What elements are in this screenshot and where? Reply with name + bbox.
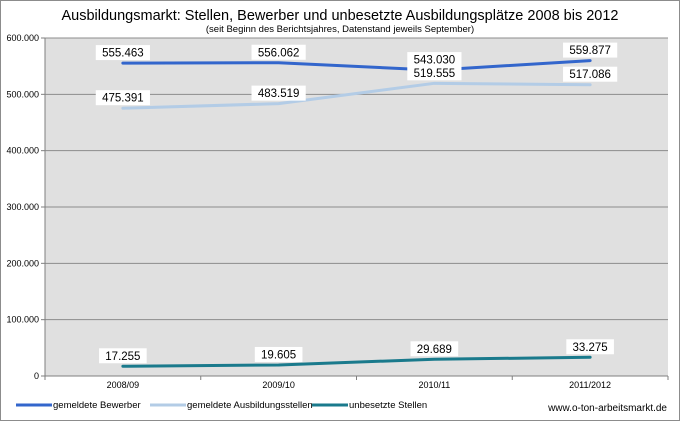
y-tick-label: 0 <box>34 371 39 381</box>
data-label: 559.877 <box>563 42 618 58</box>
data-label: 483.519 <box>251 85 306 101</box>
x-tick-label: 2009/10 <box>262 380 295 390</box>
data-label-text: 517.086 <box>569 69 611 81</box>
x-tick-label: 2010/11 <box>418 380 450 390</box>
data-label-box <box>407 52 462 68</box>
y-tick-label: 500.000 <box>6 89 39 99</box>
series-line <box>121 81 592 110</box>
y-tick-label: 300.000 <box>6 202 39 212</box>
legend-item: gemeldete Ausbildungsstellen <box>150 400 313 411</box>
axes: 0 100.000 200.000 300.000 400.000 500.000 600.… <box>6 33 669 390</box>
legend-label: unbesetzte Stellen <box>349 400 427 411</box>
data-label: 17.255 <box>99 348 147 364</box>
x-tick-label: 2008/09 <box>107 380 140 390</box>
data-label-text: 17.255 <box>105 351 140 363</box>
data-label-text: 543.030 <box>414 55 456 67</box>
source-credit: www.o-ton-arbeitsmarkt.de <box>547 403 667 414</box>
x-tick-label: 2011/2012 <box>569 380 611 390</box>
chart-title: Ausbildungsmarkt: Stellen, Bewerber und … <box>61 8 618 24</box>
data-label: 29.689 <box>410 341 459 357</box>
data-label-box <box>563 42 618 58</box>
y-tick-label: 200.000 <box>6 258 39 268</box>
legend: gemeldete Bewerber gemeldete Ausbildungss… <box>16 400 427 411</box>
data-label-box <box>410 341 459 357</box>
data-label-box <box>95 90 150 106</box>
data-label-text: 483.519 <box>258 88 300 100</box>
data-label-box <box>407 65 462 81</box>
chart-subtitle: (seit Beginn des Berichtsjahres, Datenst… <box>206 24 474 35</box>
data-label-text: 556.062 <box>258 47 300 59</box>
data-label-box <box>566 339 614 355</box>
data-label: 19.605 <box>254 346 303 362</box>
data-label-box <box>251 85 306 101</box>
data-label: 517.086 <box>563 66 618 82</box>
data-label-box <box>251 44 306 60</box>
data-labels: 555.463 556.062 543.030 559.877 475.391 483.5… <box>95 42 618 364</box>
series-lines <box>121 59 592 368</box>
data-label: 556.062 <box>251 44 306 60</box>
data-label: 555.463 <box>95 45 150 61</box>
y-tick-label: 100.000 <box>6 315 39 325</box>
data-label: 475.391 <box>95 90 150 106</box>
data-label: 519.555 <box>407 65 462 81</box>
data-label-box <box>99 348 147 364</box>
legend-label: gemeldete Bewerber <box>53 400 141 411</box>
data-label-text: 519.555 <box>414 68 456 80</box>
data-label-box <box>254 346 303 362</box>
data-label: 33.275 <box>566 339 614 355</box>
data-label: 543.030 <box>407 52 462 68</box>
legend-label: gemeldete Ausbildungsstellen <box>187 400 313 411</box>
data-label-text: 19.605 <box>261 349 296 361</box>
y-tick-label: 600.000 <box>6 33 39 43</box>
data-label-text: 33.275 <box>573 342 608 354</box>
data-label-box <box>95 45 150 61</box>
data-label-text: 555.463 <box>102 48 144 60</box>
series-line <box>121 355 592 368</box>
legend-item: gemeldete Bewerber <box>16 400 141 411</box>
data-label-text: 29.689 <box>417 344 452 356</box>
legend-item: unbesetzte Stellen <box>312 400 427 411</box>
y-tick-label: 400.000 <box>6 146 39 156</box>
series-line <box>121 59 592 72</box>
data-label-text: 559.877 <box>569 45 611 57</box>
data-label-text: 475.391 <box>102 93 144 105</box>
data-label-box <box>563 66 618 82</box>
